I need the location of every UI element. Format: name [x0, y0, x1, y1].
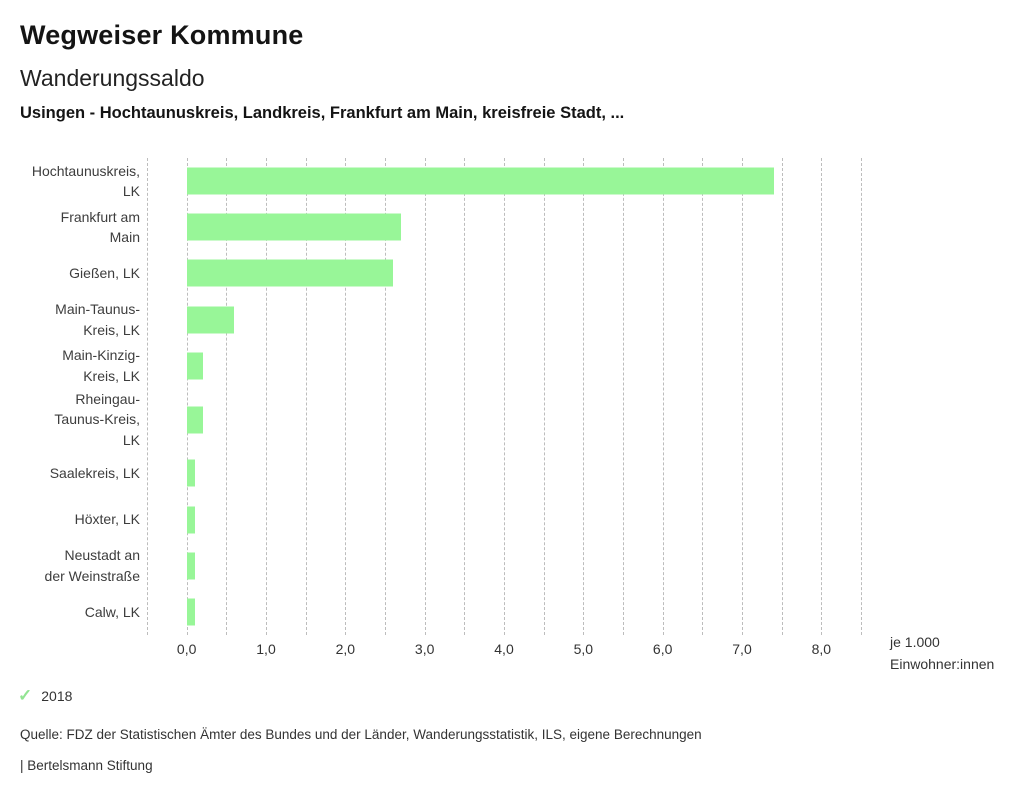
category-label: Main-Taunus- Kreis, LK [55, 301, 140, 338]
x-tick-label: 2,0 [335, 641, 356, 657]
gridline [583, 158, 585, 635]
category-label: Calw, LK [84, 603, 140, 620]
category-label: Saalekreis, LK [49, 465, 140, 482]
gridline [305, 158, 307, 635]
bar[interactable] [186, 406, 203, 434]
gridline [702, 158, 704, 635]
chart-row: Rheingau- Taunus-Kreis, LK [0, 389, 861, 451]
bar-track [147, 250, 861, 296]
category-label: Neustadt an der Weinstraße [44, 547, 140, 584]
chart-title: Wanderungssaldo [20, 65, 205, 91]
legend-year-label: 2018 [41, 687, 73, 704]
gridline [266, 158, 267, 635]
bar[interactable] [186, 506, 195, 534]
x-tick-label: 0,0 [176, 641, 197, 657]
category-label: Hochtaunuskreis, LK [31, 162, 140, 200]
brand-note: | Bertelsmann Stiftung [20, 758, 153, 773]
app-title: Wegweiser Kommune [20, 20, 304, 50]
x-axis: 0,0 1,0 2,0 3,0 4,0 5,0 6,0 7,0 8,0 [147, 641, 861, 661]
bar-track [147, 204, 861, 250]
gridline [623, 158, 624, 635]
x-axis-unit-label: je 1.000 Einwohner:innen [890, 634, 995, 672]
gridline [147, 158, 148, 635]
chart-row: Main-Kinzig- Kreis, LK [0, 343, 861, 389]
gridline [742, 158, 743, 635]
category-label: Rheingau- Taunus-Kreis, LK [54, 390, 140, 448]
gridline [861, 158, 862, 635]
bar-track [147, 297, 861, 343]
bar[interactable] [186, 552, 195, 580]
chart-row: Main-Taunus- Kreis, LK [0, 297, 861, 343]
x-tick-label: 3,0 [414, 641, 435, 657]
bar-track [147, 543, 861, 589]
source-note: Quelle: FDZ der Statistischen Ämter des … [20, 727, 702, 742]
chart-rows: Hochtaunuskreis, LK Frankfurt am Main Gieß… [0, 158, 861, 635]
gridline [186, 158, 188, 635]
gridline [385, 158, 386, 635]
category-label: Gießen, LK [69, 265, 140, 282]
chart-row: Hochtaunuskreis, LK [0, 158, 861, 204]
bar-track [147, 389, 861, 451]
gridline [781, 158, 783, 635]
check-icon: ✓ [18, 686, 33, 705]
bar-track [147, 158, 861, 204]
bar[interactable] [186, 167, 774, 195]
gridline [345, 158, 347, 635]
gridline [424, 158, 426, 635]
bar-track [147, 589, 861, 635]
x-tick-label: 4,0 [494, 641, 514, 657]
bar[interactable] [186, 598, 195, 626]
chart-row: Neustadt an der Weinstraße [0, 543, 861, 589]
category-label: Main-Kinzig- Kreis, LK [62, 347, 140, 384]
gridline [821, 158, 823, 635]
gridline [543, 158, 545, 635]
x-tick-label: 6,0 [652, 641, 673, 657]
gridline [226, 158, 228, 635]
chart-row: Calw, LK [0, 589, 861, 635]
bar-track [147, 343, 861, 389]
bar-chart: Hochtaunuskreis, LK Frankfurt am Main Gieß… [0, 158, 1024, 672]
bar[interactable] [186, 259, 393, 287]
gridline [504, 158, 505, 635]
gridline [662, 158, 664, 635]
bar[interactable] [186, 459, 195, 487]
bar[interactable] [186, 306, 235, 334]
plot-gridlines [147, 158, 862, 635]
chart-subtitle: Usingen - Hochtaunuskreis, Landkreis, Fr… [20, 104, 625, 122]
bar[interactable] [186, 352, 203, 380]
chart-row: Höxter, LK [0, 497, 861, 543]
chart-row: Saalekreis, LK [0, 450, 861, 496]
x-tick-label: 1,0 [256, 641, 276, 657]
gridline [464, 158, 466, 635]
x-tick-label: 5,0 [573, 641, 594, 657]
x-tick-label: 7,0 [732, 641, 752, 657]
bar[interactable] [186, 213, 401, 241]
category-label: Höxter, LK [74, 511, 140, 528]
category-label: Frankfurt am Main [60, 208, 140, 246]
chart-row: Gießen, LK [0, 250, 861, 296]
chart-row: Frankfurt am Main [0, 204, 861, 250]
legend-year-toggle[interactable]: ✓ 2018 [18, 687, 72, 704]
bar-track [147, 497, 861, 543]
x-tick-label: 8,0 [811, 641, 832, 657]
bar-track [147, 450, 861, 496]
